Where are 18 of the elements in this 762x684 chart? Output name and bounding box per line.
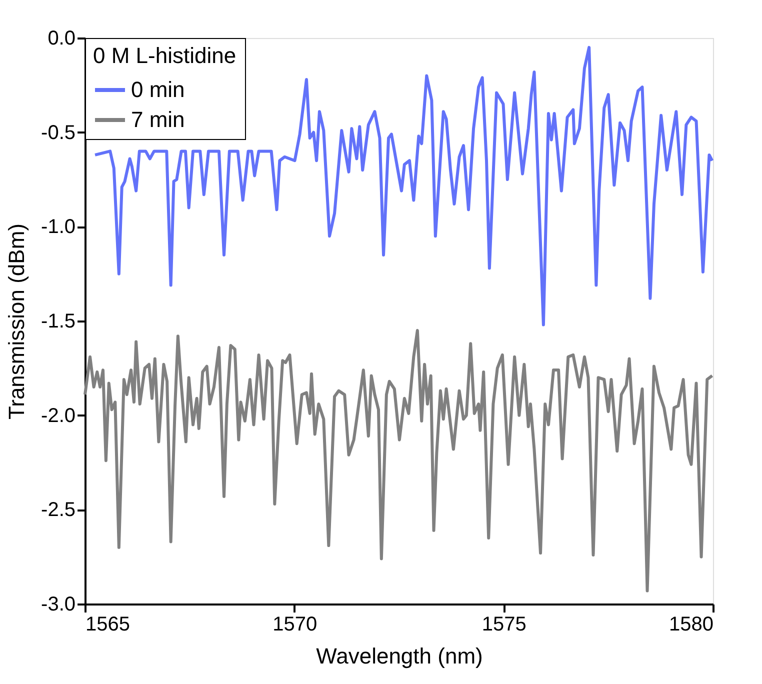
x-tick-label: 1570: [272, 614, 318, 636]
legend-title: 0 M L-histidine: [93, 43, 236, 68]
x-tick-label: 1580: [669, 614, 714, 636]
legend-label: 7 min: [131, 107, 185, 132]
x-tick-label: 1565: [86, 614, 130, 636]
y-tick-label: -1.5: [41, 310, 76, 332]
line-series: [94, 46, 714, 326]
y-tick-label: -1.0: [41, 216, 76, 238]
y-tick-label: -3.0: [41, 594, 76, 616]
y-tick-label: -0.5: [41, 122, 76, 144]
x-tick-label: 1575: [482, 614, 526, 636]
x-axis-title: Wavelength (nm): [316, 644, 483, 668]
y-axis-title: Transmission (dBm): [4, 224, 30, 420]
y-tick-label: 0.0: [48, 28, 76, 50]
line-series: [84, 328, 714, 592]
y-tick-label: -2.0: [41, 404, 76, 427]
y-tick-label: -2.5: [41, 499, 76, 522]
legend-label: 0 min: [131, 77, 185, 102]
